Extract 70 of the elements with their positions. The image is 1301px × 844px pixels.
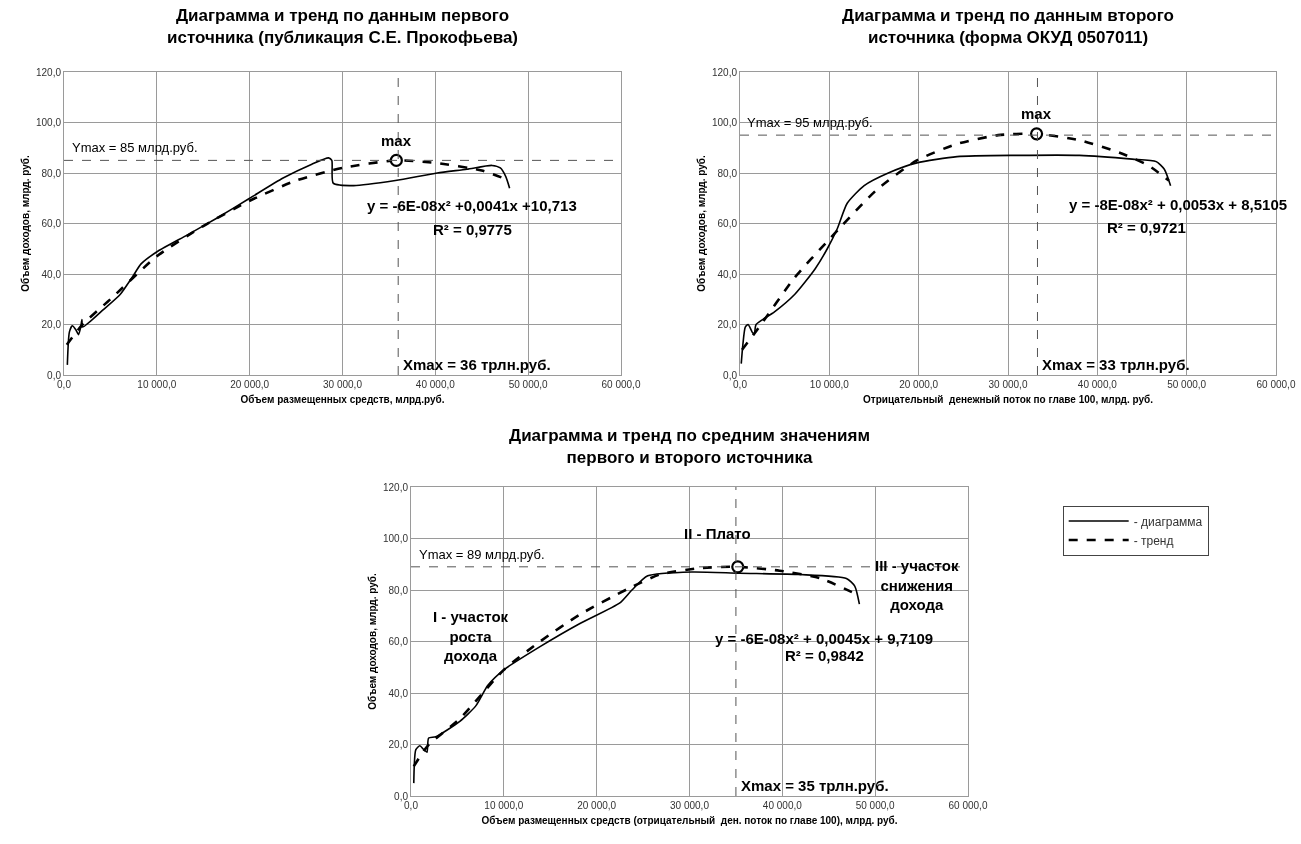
- y-tick-label: 100,0: [382, 533, 409, 544]
- annotation: R² = 0,9775: [433, 221, 512, 238]
- x-axis-title: Объем размещенных средств, млрд.руб.: [240, 393, 445, 405]
- y-tick-label: 60,0: [388, 636, 409, 647]
- y-tick-label: 120,0: [35, 66, 62, 78]
- annotation: II - Плато: [684, 525, 751, 542]
- x-tick-label: 50 000,0: [855, 800, 896, 811]
- annotation: I - участок роста дохода: [433, 608, 509, 664]
- y-tick-label: 80,0: [717, 167, 738, 179]
- x-tick-label: 20 000,0: [230, 379, 270, 390]
- y-tick-label: 0,0: [47, 369, 62, 381]
- x-tick-label: 40 000,0: [762, 800, 803, 811]
- x-tick-label: 0,0: [57, 379, 72, 390]
- x-tick-label: 30 000,0: [988, 379, 1028, 390]
- x-tick-label: 20 000,0: [899, 379, 939, 390]
- x-tick-label: 0,0: [404, 800, 419, 811]
- annotation: Xmax = 33 трлн.руб.: [1042, 356, 1190, 373]
- x-tick-label: 10 000,0: [137, 379, 177, 390]
- annotation: y = -6E-08x² + 0,0045x + 9,7109: [715, 630, 934, 647]
- annotation: R² = 0,9842: [785, 647, 864, 664]
- x-tick-label: 40 000,0: [415, 379, 456, 390]
- x-tick-label: 30 000,0: [670, 800, 710, 811]
- y-axis-title: Объем доходов, млрд. руб.: [366, 573, 378, 710]
- annotation: III - участок снижения дохода: [875, 557, 959, 613]
- x-tick-label: 40 000,0: [1077, 379, 1118, 390]
- y-tick-label: 100,0: [711, 117, 738, 128]
- x-tick-label: 30 000,0: [323, 379, 363, 390]
- y-tick-label: 120,0: [382, 481, 409, 493]
- chart-title: Диаграмма и тренд по средним значениям первого и второго источника: [509, 426, 870, 468]
- annotation: Xmax = 36 трлн.руб.: [403, 356, 551, 373]
- x-tick-label: 60 000,0: [948, 800, 988, 811]
- x-tick-label: 20 000,0: [577, 800, 617, 811]
- x-tick-label: 10 000,0: [809, 379, 850, 390]
- y-tick-label: 0,0: [723, 369, 738, 381]
- chart-title: Диаграмма и тренд по данным первого источника (публикация С.Е. Прокофьева): [166, 6, 519, 48]
- x-tick-label: 10 000,0: [484, 800, 524, 811]
- ref-line-label: Ymax = 89 млрд.руб.: [419, 547, 545, 562]
- y-tick-label: 80,0: [388, 584, 409, 596]
- y-tick-label: 40,0: [388, 687, 409, 699]
- annotation: y = -6E-08x² +0,0041x +10,713: [367, 197, 577, 214]
- annotation: Xmax = 35 трлн.руб.: [741, 777, 889, 794]
- annotation: y = -8E-08x² + 0,0053x + 8,5105: [1069, 196, 1288, 213]
- x-tick-label: 0,0: [733, 379, 748, 390]
- ref-line-label: Ymax = 85 млрд.руб.: [72, 140, 198, 155]
- y-tick-label: 100,0: [35, 117, 62, 128]
- annotation: max: [1021, 105, 1052, 122]
- x-axis-title: Отрицательный денежный поток по главе 100, млрд. руб.: [863, 393, 1154, 405]
- y-tick-label: 80,0: [41, 167, 62, 179]
- y-tick-label: 40,0: [717, 268, 738, 280]
- x-tick-label: 60 000,0: [1256, 379, 1296, 390]
- y-tick-label: 20,0: [717, 319, 738, 330]
- y-tick-label: 20,0: [388, 739, 409, 750]
- y-tick-label: 0,0: [394, 790, 409, 802]
- legend-label: - тренд: [1133, 533, 1174, 548]
- x-tick-label: 60 000,0: [601, 379, 641, 390]
- annotation: max: [381, 132, 412, 149]
- x-axis-title: Объем размещенных средств (отрицательный ден. поток по главе 100), млрд. руб.: [481, 814, 898, 826]
- x-tick-label: 50 000,0: [1167, 379, 1207, 390]
- y-axis-title: Объем доходов, млрд. руб.: [19, 155, 31, 292]
- legend-label: - диаграмма: [1133, 514, 1203, 529]
- y-tick-label: 60,0: [41, 218, 62, 229]
- annotation: R² = 0,9721: [1107, 219, 1186, 236]
- ref-line-label: Ymax = 95 млрд.руб.: [747, 115, 873, 130]
- y-tick-label: 20,0: [41, 319, 62, 330]
- y-tick-label: 60,0: [717, 218, 738, 229]
- x-tick-label: 50 000,0: [508, 379, 549, 390]
- y-tick-label: 120,0: [711, 66, 738, 78]
- y-axis-title: Объем доходов, млрд. руб.: [695, 155, 707, 292]
- y-tick-label: 40,0: [41, 268, 62, 280]
- chart-title: Диаграмма и тренд по данным второго источника (форма ОКУД 0507011): [842, 6, 1174, 48]
